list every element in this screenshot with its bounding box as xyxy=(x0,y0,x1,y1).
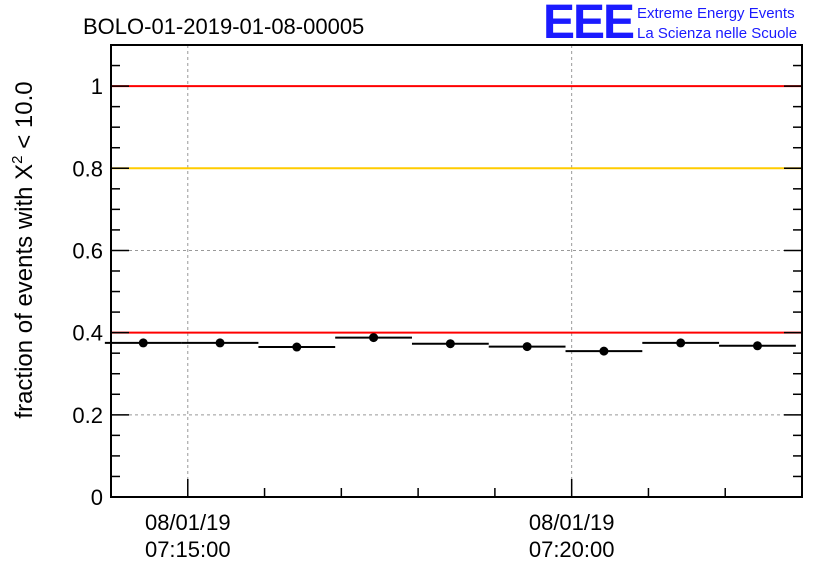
data-point-marker xyxy=(522,342,532,352)
y-axis-ticks: 0 0.2 0.4 0.6 0.8 1 xyxy=(72,44,802,510)
data-point-marker xyxy=(215,338,225,348)
y-tick-label: 0.8 xyxy=(72,156,103,181)
y-tick-label: 0.4 xyxy=(72,321,103,346)
y-tick-label: 0.6 xyxy=(72,238,103,263)
x-tick-label-time: 07:15:00 xyxy=(145,537,231,562)
y-axis-label-suffix: < 10.0 xyxy=(11,81,38,155)
logo-acronym: EEE xyxy=(543,0,634,49)
data-point-marker xyxy=(292,342,302,352)
y-tick-label: 1 xyxy=(91,74,103,99)
x-tick-label-date: 08/01/19 xyxy=(145,510,231,535)
y-axis-label: fraction of events with X2 < 10.0 xyxy=(9,81,38,418)
y-tick-label: 0.2 xyxy=(72,403,103,428)
x-tick-label-time: 07:20:00 xyxy=(529,537,615,562)
y-tick-label: 0 xyxy=(91,485,103,510)
logo-line-2: La Scienza nelle Scuole xyxy=(637,25,797,42)
grid xyxy=(111,45,802,497)
data-point-marker xyxy=(445,339,455,349)
reference-lines xyxy=(111,85,802,334)
y-axis-label-prefix: fraction of events with xyxy=(11,180,38,419)
x-tick-label-date: 08/01/19 xyxy=(529,510,615,535)
data-points xyxy=(104,333,796,356)
data-point-marker xyxy=(676,338,686,348)
data-point-marker xyxy=(752,341,762,351)
chart-title: BOLO-01-2019-01-08-00005 xyxy=(83,14,364,39)
data-point-marker xyxy=(369,333,379,343)
logo-line-1: Extreme Energy Events xyxy=(637,5,795,22)
y-axis-label-sup: 2 xyxy=(9,155,26,163)
data-point-marker xyxy=(138,338,148,348)
y-axis-label-symbol: X xyxy=(11,164,38,180)
data-point-marker xyxy=(599,346,609,356)
eee-logo: EEE Extreme Energy Events La Scienza nel… xyxy=(543,0,797,49)
plot-frame xyxy=(110,44,803,498)
